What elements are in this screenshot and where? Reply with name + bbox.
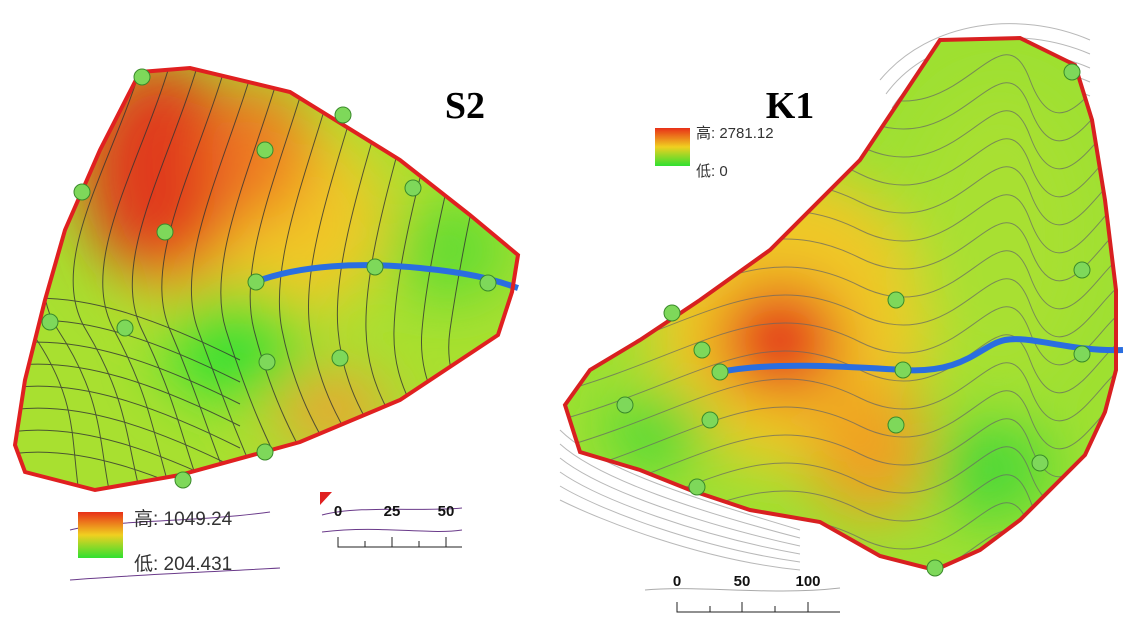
node <box>888 292 904 308</box>
node <box>689 479 705 495</box>
node <box>157 224 173 240</box>
contour <box>560 531 1123 616</box>
scale-label: 25 <box>384 503 401 520</box>
scale-label: 0 <box>673 573 681 590</box>
node <box>1032 455 1048 471</box>
legend-swatch <box>78 512 123 558</box>
map-figure: S2 K1 高: 1049.24 低: 204.431 0 25 50 高: 2… <box>0 0 1123 626</box>
node <box>175 472 191 488</box>
node <box>117 320 133 336</box>
node <box>480 275 496 291</box>
node <box>664 305 680 321</box>
node <box>712 364 728 380</box>
legend-high: 高: 2781.12 <box>696 125 774 142</box>
node <box>1064 64 1080 80</box>
scale-label: 50 <box>734 573 751 590</box>
surface-zone <box>810 380 930 520</box>
scale-label: 100 <box>795 573 820 590</box>
map-title: K1 <box>766 85 815 127</box>
node <box>248 274 264 290</box>
node <box>405 180 421 196</box>
node <box>259 354 275 370</box>
node <box>134 69 150 85</box>
node <box>694 342 710 358</box>
scale-label: 0 <box>334 503 342 520</box>
node <box>74 184 90 200</box>
map-title: S2 <box>445 85 485 127</box>
node <box>332 350 348 366</box>
k1-surface <box>550 30 1123 616</box>
node <box>257 142 273 158</box>
node <box>895 362 911 378</box>
surface-zone <box>165 290 305 400</box>
scale-label: 50 <box>438 503 455 520</box>
node <box>1074 346 1090 362</box>
legend-low: 低: 204.431 <box>134 553 232 575</box>
node <box>1074 262 1090 278</box>
node <box>335 107 351 123</box>
node <box>617 397 633 413</box>
scale-decor <box>320 492 332 505</box>
node <box>927 560 943 576</box>
node <box>888 417 904 433</box>
node <box>702 412 718 428</box>
scale-bar <box>338 537 462 547</box>
legend-low: 低: 0 <box>696 163 728 180</box>
scale-bar <box>677 602 840 612</box>
legend-high: 高: 1049.24 <box>134 508 233 530</box>
node <box>257 444 273 460</box>
legend-swatch <box>655 128 690 166</box>
node <box>367 259 383 275</box>
page: {"maps": [ {"title": "S2", "legend": {"h… <box>0 0 1123 626</box>
node <box>42 314 58 330</box>
